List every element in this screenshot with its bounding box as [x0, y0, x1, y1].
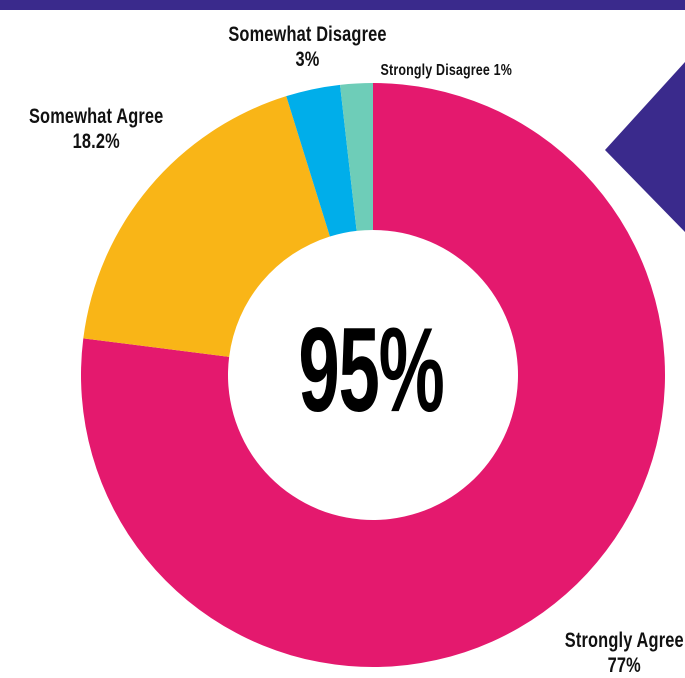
slice-label-value: 18.2%	[72, 130, 120, 153]
label-somewhat-disagree: Somewhat Disagree 3%	[228, 22, 386, 72]
donut-slices	[80, 83, 666, 667]
donut-slice-strongly-agree	[80, 83, 666, 667]
slice-label-name: Somewhat Disagree	[228, 23, 387, 46]
label-strongly-agree: Strongly Agree 77%	[565, 628, 684, 678]
top-color-bar	[0, 0, 685, 10]
label-strongly-disagree: Strongly Disagree 1%	[381, 61, 512, 81]
donut-slice-somewhat-disagree	[286, 84, 357, 237]
decorative-arrow-icon	[605, 62, 685, 232]
donut-slice-strongly-disagree	[340, 83, 373, 231]
slice-label-value: 77%	[607, 654, 641, 677]
donut-slice-somewhat-agree	[83, 96, 330, 357]
slice-label-value: 3%	[295, 48, 320, 71]
slice-label-name: Strongly Agree	[564, 629, 684, 652]
slice-label-name: Somewhat Agree	[28, 105, 164, 128]
center-percentage: 95%	[298, 303, 444, 437]
label-somewhat-agree: Somewhat Agree 18.2%	[29, 104, 163, 154]
slice-label-name: Strongly Disagree 1%	[380, 62, 512, 79]
